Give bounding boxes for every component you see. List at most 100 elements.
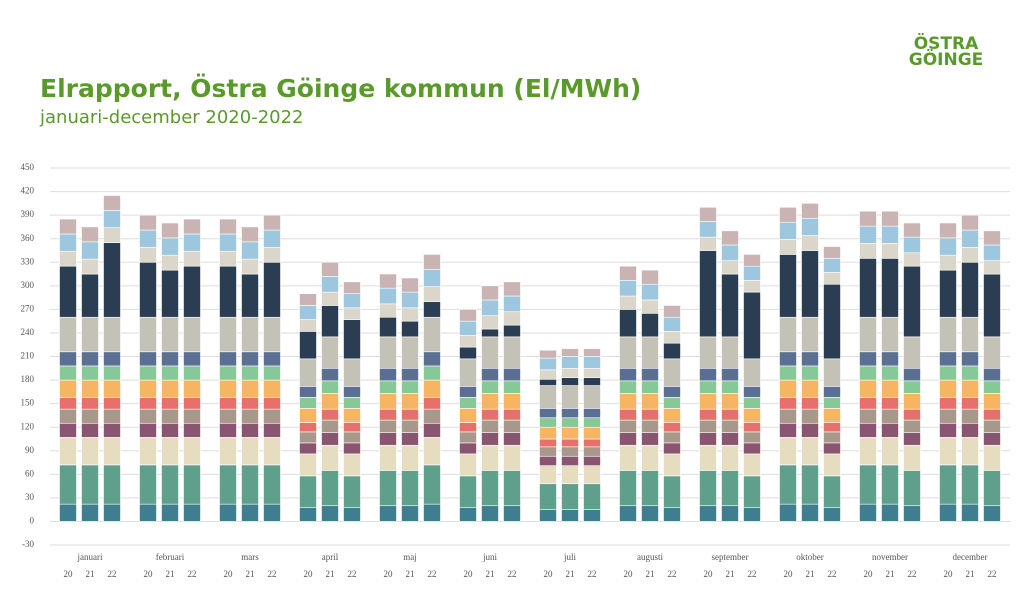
bar-segment — [583, 509, 601, 522]
bar-segment — [241, 365, 259, 381]
x-subtick-label: 21 — [486, 569, 495, 579]
bar-segment — [241, 226, 259, 243]
bar-segment — [619, 265, 637, 281]
bar-segment — [481, 367, 499, 382]
bar-segment — [321, 336, 339, 369]
bar-segment — [401, 291, 419, 309]
bar-segment — [983, 408, 1001, 421]
bar-segment — [481, 505, 499, 522]
bar-segment — [263, 351, 281, 367]
bar-segment — [321, 470, 339, 507]
bar-segment — [823, 358, 841, 387]
bar-segment — [801, 422, 819, 438]
chart-subtitle: januari-december 2020-2022 — [39, 107, 304, 128]
bar-segment — [561, 465, 579, 485]
bar-segment — [241, 464, 259, 505]
bar-segment — [503, 336, 521, 369]
bar-segment — [881, 243, 899, 259]
bar-segment — [161, 503, 179, 522]
bar-segment — [801, 235, 819, 251]
bar-segment — [859, 422, 877, 438]
bar-segment — [503, 408, 521, 421]
bar-segment — [241, 316, 259, 353]
bar-segment — [219, 250, 237, 267]
x-subtick-label: 22 — [748, 569, 757, 579]
bar-segment — [139, 316, 157, 353]
bar-segment — [59, 379, 77, 398]
bar-segment — [801, 316, 819, 353]
bar-segment — [561, 377, 579, 386]
bar-segment — [481, 444, 499, 471]
bar-segment — [743, 265, 761, 281]
x-tick-label: juni — [482, 552, 498, 562]
bar-segment — [881, 422, 899, 438]
bar-segment — [699, 444, 717, 471]
bar-segment — [263, 397, 281, 410]
y-tick-label: 210 — [21, 351, 35, 361]
bar-segment — [779, 437, 797, 466]
bar-segment — [619, 408, 637, 421]
bar-segment — [779, 239, 797, 255]
bar-segment — [343, 397, 361, 409]
bar-segment — [321, 261, 339, 277]
y-tick-label: 150 — [21, 398, 35, 408]
bar-segment — [583, 446, 601, 457]
bar-segment — [459, 358, 477, 387]
bar-segment — [299, 408, 317, 423]
bar-segment — [721, 273, 739, 338]
bar-segment — [299, 397, 317, 409]
bar-segment — [161, 254, 179, 271]
bar-segment — [103, 503, 121, 522]
bar-segment — [583, 438, 601, 448]
bar-segment — [481, 380, 499, 394]
bar-segment — [183, 408, 201, 424]
x-subtick-label: 22 — [588, 569, 597, 579]
bar-segment — [961, 351, 979, 367]
bar-segment — [423, 316, 441, 353]
bar-segment — [161, 422, 179, 438]
bar-segment — [699, 380, 717, 394]
bar-segment — [721, 230, 739, 246]
bar-segment — [401, 419, 419, 433]
bar-segment — [459, 431, 477, 444]
y-tick-label: 330 — [21, 256, 35, 266]
bar-segment — [423, 365, 441, 381]
bar-segment — [503, 324, 521, 338]
bar-segment — [241, 258, 259, 275]
bar-segment — [241, 351, 259, 367]
bar-segment — [881, 464, 899, 505]
bar-segment — [59, 316, 77, 353]
bar-segment — [183, 379, 201, 398]
bar-segment — [823, 283, 841, 360]
bar-segment — [423, 464, 441, 505]
bar-segment — [779, 464, 797, 505]
bar-segment — [619, 380, 637, 394]
bar-segment — [423, 397, 441, 410]
bar-segment — [583, 367, 601, 379]
bar-segment — [183, 464, 201, 505]
bar-segment — [859, 365, 877, 381]
bar-segment — [321, 305, 339, 338]
bar-segment — [219, 351, 237, 367]
bar-segment — [903, 380, 921, 394]
bar-segment — [183, 365, 201, 381]
bar-segment — [539, 483, 557, 510]
bar-segment — [263, 247, 281, 263]
bar-segment — [481, 393, 499, 410]
bar-segment — [423, 379, 441, 398]
bar-segment — [161, 408, 179, 424]
bar-segment — [241, 379, 259, 398]
bar-segment — [401, 444, 419, 471]
x-tick-label: mars — [241, 552, 259, 562]
bar-segment — [699, 250, 717, 338]
bar-segment — [983, 230, 1001, 246]
bar-segment — [503, 444, 521, 471]
bar-segment — [983, 273, 1001, 338]
bar-segment — [619, 393, 637, 410]
bar-segment — [961, 379, 979, 398]
bar-segment — [881, 258, 899, 318]
bar-segment — [699, 419, 717, 433]
bar-segment — [59, 422, 77, 438]
y-tick-label: 390 — [21, 209, 35, 219]
bar-segment — [343, 453, 361, 477]
